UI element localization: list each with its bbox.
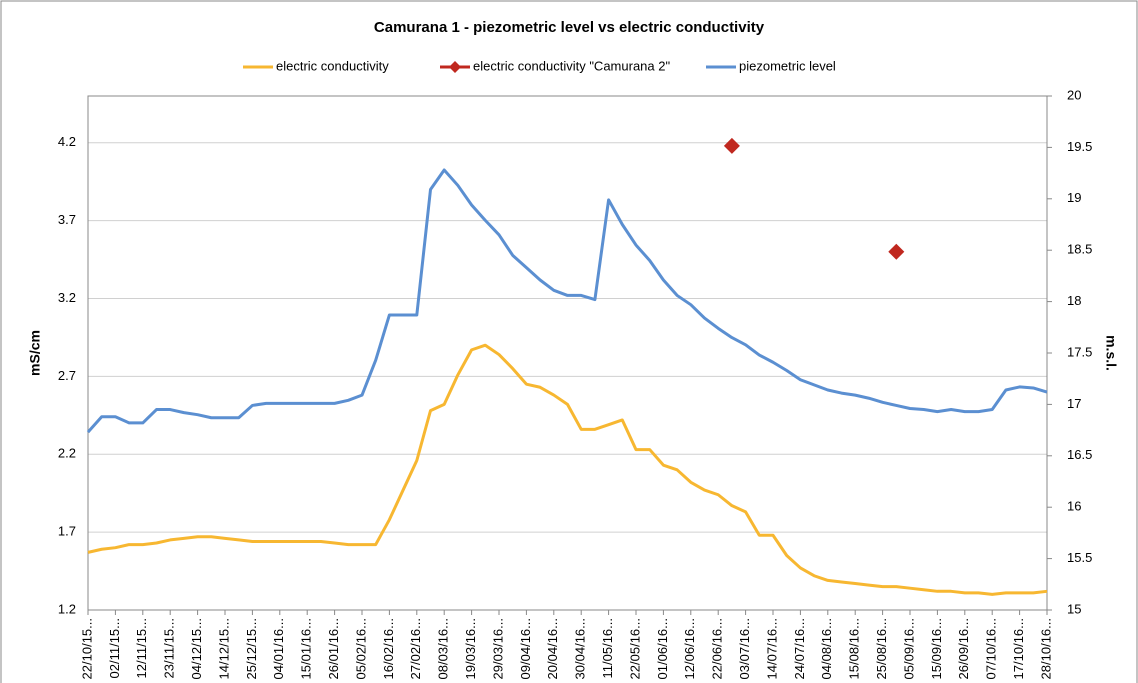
legend-label: electric conductivity "Camurana 2" bbox=[473, 58, 670, 73]
x-tick-label: 16/02/16... bbox=[381, 618, 396, 679]
x-tick-label: 04/01/16... bbox=[271, 618, 286, 679]
y2-tick-label: 15.5 bbox=[1067, 550, 1092, 565]
y-tick-label: 2.2 bbox=[58, 446, 76, 461]
y2-tick-label: 16 bbox=[1067, 499, 1081, 514]
chart-title: Camurana 1 - piezometric level vs electr… bbox=[374, 19, 765, 36]
x-tick-label: 24/07/16... bbox=[792, 618, 807, 679]
x-tick-label: 01/06/16... bbox=[655, 618, 670, 679]
y2-tick-label: 18 bbox=[1067, 293, 1081, 308]
x-tick-label: 05/02/16... bbox=[353, 618, 368, 679]
y2-axis-label: m.s.l. bbox=[1103, 335, 1119, 371]
x-tick-label: 20/04/16... bbox=[545, 618, 560, 679]
x-tick-label: 17/10/16... bbox=[1011, 618, 1026, 679]
data-line bbox=[87, 343, 1048, 596]
y-tick-label: 3.2 bbox=[58, 290, 76, 305]
x-tick-label: 12/06/16... bbox=[682, 618, 697, 679]
x-tick-label: 26/01/16... bbox=[326, 618, 341, 679]
x-tick-label: 27/02/16... bbox=[408, 618, 423, 679]
x-tick-label: 14/12/15... bbox=[216, 618, 231, 679]
y2-tick-label: 19 bbox=[1067, 190, 1081, 205]
y2-tick-label: 17.5 bbox=[1067, 344, 1092, 359]
x-tick-label: 12/11/15... bbox=[134, 618, 149, 678]
legend-marker bbox=[449, 61, 461, 73]
x-tick-label: 07/10/16... bbox=[984, 618, 999, 679]
y-tick-label: 4.2 bbox=[58, 134, 76, 149]
x-tick-label: 09/04/16... bbox=[518, 618, 533, 679]
y2-tick-label: 15 bbox=[1067, 601, 1081, 616]
x-tick-label: 22/05/16... bbox=[627, 618, 642, 679]
x-tick-label: 03/07/16... bbox=[737, 618, 752, 679]
x-tick-label: 02/11/15... bbox=[107, 618, 122, 678]
x-tick-label: 22/10/15... bbox=[79, 618, 94, 679]
y2-tick-label: 19.5 bbox=[1067, 139, 1092, 154]
x-tick-label: 19/03/16... bbox=[463, 618, 478, 679]
legend-label: piezometric level bbox=[739, 58, 836, 73]
x-tick-label: 14/07/16... bbox=[764, 618, 779, 679]
x-tick-label: 26/09/16... bbox=[956, 618, 971, 679]
x-tick-label: 05/09/16... bbox=[901, 618, 916, 679]
plot-area bbox=[87, 95, 1048, 611]
x-tick-label: 15/08/16... bbox=[847, 618, 862, 679]
x-tick-label: 15/09/16... bbox=[929, 618, 944, 679]
y2-tick-label: 18.5 bbox=[1067, 242, 1092, 257]
x-tick-label: 25/08/16... bbox=[874, 618, 889, 679]
x-tick-label: 11/05/16... bbox=[600, 618, 615, 678]
y-tick-label: 1.7 bbox=[58, 524, 76, 539]
x-tick-label: 29/03/16... bbox=[490, 618, 505, 679]
y-tick-label: 2.7 bbox=[58, 368, 76, 383]
x-tick-label: 04/08/16... bbox=[819, 618, 834, 679]
y2-tick-label: 20 bbox=[1067, 87, 1081, 102]
data-point bbox=[723, 137, 740, 154]
x-tick-label: 22/06/16... bbox=[710, 618, 725, 679]
y2-tick-label: 16.5 bbox=[1067, 447, 1092, 462]
legend-label: electric conductivity bbox=[276, 58, 389, 73]
y-tick-label: 3.7 bbox=[58, 212, 76, 227]
y-axis-label: mS/cm bbox=[27, 330, 43, 376]
x-tick-label: 15/01/16... bbox=[299, 618, 314, 679]
x-tick-label: 30/04/16... bbox=[573, 618, 588, 679]
y-tick-label: 1.2 bbox=[58, 601, 76, 616]
x-tick-label: 23/11/15... bbox=[162, 618, 177, 678]
x-tick-label: 28/10/16... bbox=[1038, 618, 1053, 679]
x-tick-label: 04/12/15... bbox=[189, 618, 204, 679]
y2-tick-label: 17 bbox=[1067, 396, 1081, 411]
data-line bbox=[86, 168, 1048, 434]
data-point bbox=[888, 243, 905, 260]
x-tick-label: 25/12/15... bbox=[244, 618, 259, 679]
x-tick-label: 08/03/16... bbox=[436, 618, 451, 679]
